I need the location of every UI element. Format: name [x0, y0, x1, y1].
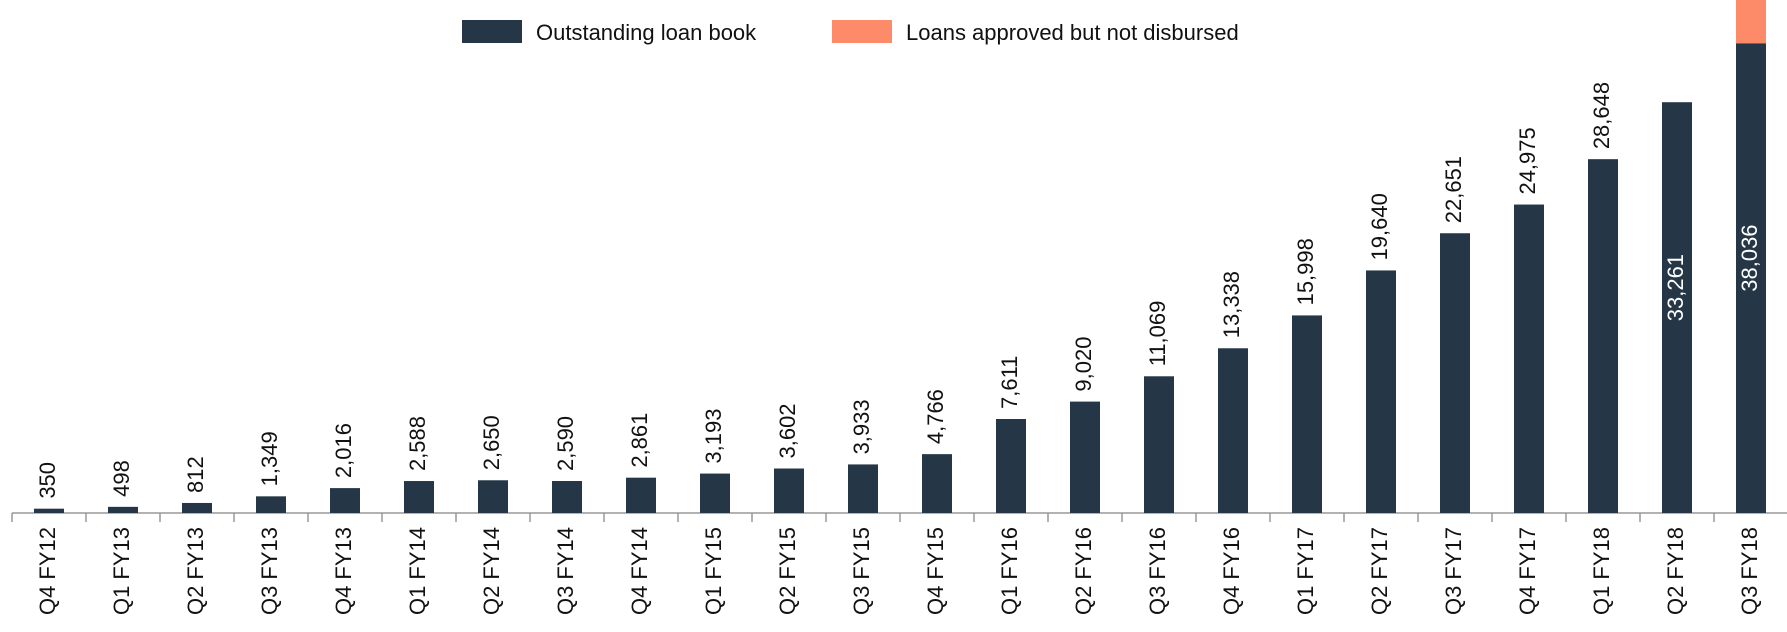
value-label: 24,975	[1515, 127, 1540, 194]
value-label: 498	[109, 460, 134, 497]
bar-segment	[996, 418, 1026, 513]
x-tick-label: Q4 FY12	[35, 527, 60, 615]
x-tick-label: Q4 FY14	[627, 527, 652, 615]
legend-label: Loans approved but not disbursed	[906, 20, 1239, 45]
bar-segment	[922, 454, 952, 513]
bar-segment	[108, 506, 138, 513]
value-label: 19,640	[1367, 193, 1392, 260]
value-label: 2,016	[331, 423, 356, 478]
value-label: 7,611	[997, 356, 1022, 409]
bar-segment	[1366, 270, 1396, 513]
value-label: 2,861	[627, 413, 652, 468]
x-tick-label: Q2 FY18	[1663, 527, 1688, 615]
x-tick-label: Q3 FY18	[1737, 527, 1762, 615]
x-tick-label: Q2 FY17	[1367, 527, 1392, 615]
bar-segment	[1144, 376, 1174, 513]
value-label: 1,349	[257, 431, 282, 486]
legend-swatch	[832, 20, 892, 43]
value-label: 3,602	[775, 403, 800, 458]
x-tick-label: Q2 FY13	[183, 527, 208, 615]
value-label: 11,069	[1145, 301, 1170, 367]
bar-segment	[256, 496, 286, 513]
value-label: 4,766	[923, 389, 948, 444]
bar-segment	[1070, 401, 1100, 513]
x-tick-label: Q3 FY15	[849, 527, 874, 615]
x-tick-label: Q1 FY14	[405, 527, 430, 615]
value-label: 28,648	[1589, 82, 1614, 149]
value-label: 3,193	[701, 409, 726, 464]
value-label: 9,020	[1071, 337, 1096, 392]
bar-segment	[1292, 315, 1322, 513]
x-tick-label: Q4 FY15	[923, 527, 948, 615]
x-tick-label: Q3 FY14	[553, 527, 578, 615]
x-tick-label: Q2 FY14	[479, 527, 504, 615]
x-tick-label: Q1 FY18	[1589, 527, 1614, 615]
value-label: 33,261	[1663, 254, 1688, 321]
x-tick-label: Q3 FY16	[1145, 527, 1170, 615]
bar-segment	[774, 468, 804, 513]
bar-segment	[1588, 159, 1618, 513]
legend-label: Outstanding loan book	[536, 20, 757, 45]
bar-segment	[848, 464, 878, 513]
bar-segment	[330, 488, 360, 513]
value-label: 3,933	[849, 399, 874, 454]
bar-segment	[404, 481, 434, 513]
x-tick-label: Q4 FY13	[331, 527, 356, 615]
value-label: 15,998	[1293, 238, 1318, 305]
x-tick-label: Q3 FY17	[1441, 527, 1466, 615]
value-label: 812	[183, 456, 208, 493]
bar-segment	[552, 481, 582, 513]
bar-segment	[182, 502, 212, 513]
x-tick-label: Q4 FY17	[1515, 527, 1540, 615]
value-label: 2,588	[405, 416, 430, 471]
x-tick-label: Q1 FY16	[997, 527, 1022, 615]
bar-segment	[1440, 233, 1470, 513]
x-tick-label: Q4 FY16	[1219, 527, 1244, 615]
bar-segment	[700, 473, 730, 513]
bar-segment	[478, 480, 508, 513]
x-tick-label: Q1 FY17	[1293, 527, 1318, 615]
value-label: 13,338	[1219, 271, 1244, 338]
bar-segment	[1736, 43, 1766, 513]
bar-segment	[1218, 348, 1248, 513]
bar-segment	[34, 508, 64, 513]
x-tick-label: Q2 FY15	[775, 527, 800, 615]
value-label: 38,036	[1737, 224, 1762, 291]
value-label: 350	[35, 462, 60, 499]
x-tick-label: Q2 FY16	[1071, 527, 1096, 615]
bar-segment	[1514, 204, 1544, 513]
x-tick-label: Q1 FY13	[109, 527, 134, 615]
legend-swatch	[462, 20, 522, 43]
bar-segment	[1736, 0, 1766, 44]
bar-segment	[626, 477, 656, 513]
value-label: 2,650	[479, 415, 504, 470]
value-label: 2,590	[553, 416, 578, 471]
value-label: 22,651	[1441, 156, 1466, 223]
bar-segment	[1662, 102, 1692, 514]
x-tick-label: Q1 FY15	[701, 527, 726, 615]
x-tick-label: Q3 FY13	[257, 527, 282, 615]
